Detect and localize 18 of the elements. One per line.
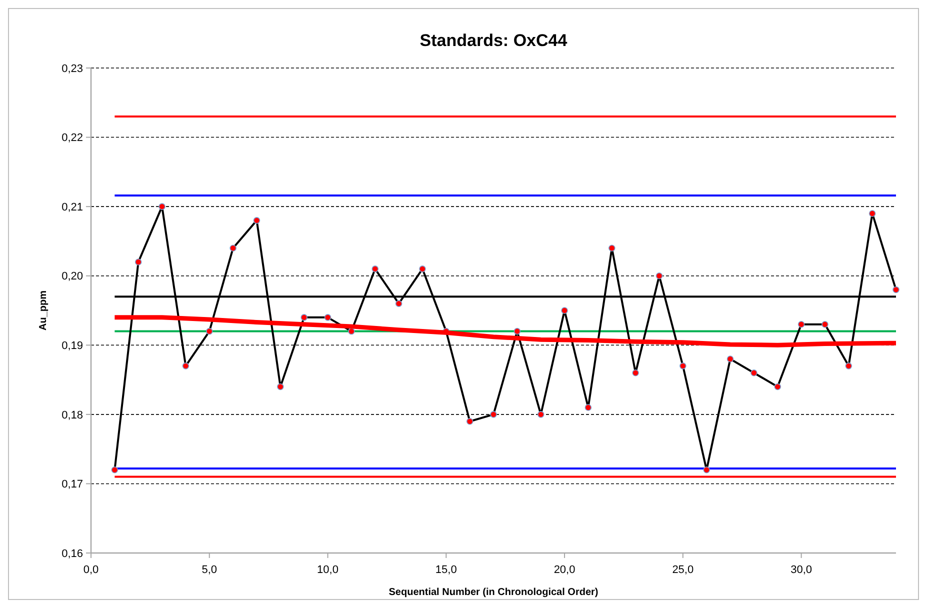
y-tick-label: 0,18 xyxy=(62,409,83,422)
y-axis-title: Au_ppm xyxy=(38,290,49,330)
x-tick-label: 15,0 xyxy=(435,564,457,576)
x-tick-label: 30,0 xyxy=(790,564,812,576)
x-tick-label: 5,0 xyxy=(202,564,218,576)
y-tick-label: 0,20 xyxy=(62,270,83,283)
x-tick-label: 20,0 xyxy=(554,564,576,576)
chart-title: Standards: OxC44 xyxy=(420,31,568,50)
y-tick-label: 0,17 xyxy=(62,478,83,491)
y-tick-label: 0,22 xyxy=(62,132,83,144)
x-tick-label: 25,0 xyxy=(672,564,694,576)
y-tick-label: 0,21 xyxy=(62,201,83,214)
y-tick-label: 0,23 xyxy=(62,62,83,75)
x-tick-label: 0,0 xyxy=(83,564,99,576)
y-tick-label: 0,19 xyxy=(62,340,83,352)
x-axis-title: Sequential Number (in Chronological Order) xyxy=(388,587,598,598)
y-tick-label: 0,16 xyxy=(62,548,83,560)
x-tick-label: 10,0 xyxy=(317,564,338,576)
